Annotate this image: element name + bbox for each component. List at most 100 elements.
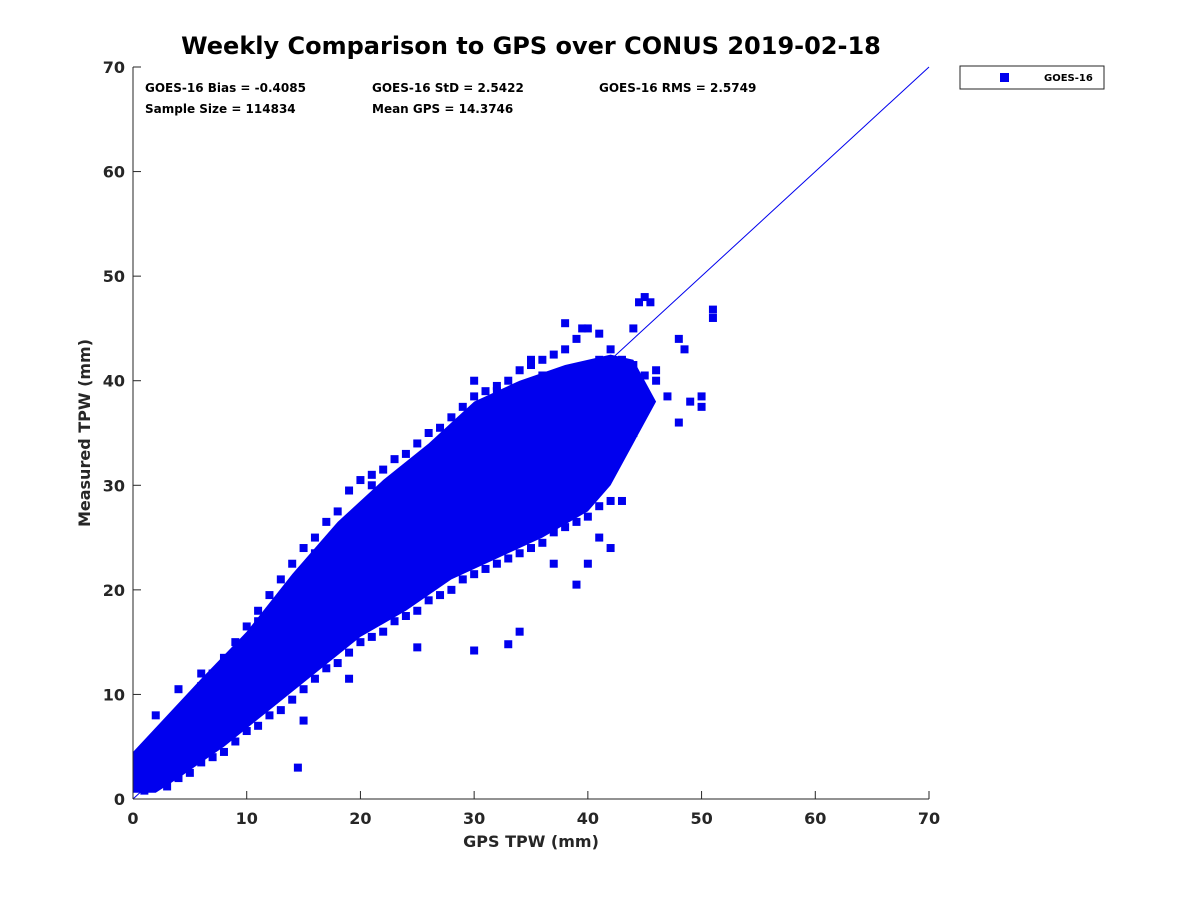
data-point <box>379 575 388 584</box>
data-point <box>492 559 501 568</box>
data-point <box>333 612 342 620</box>
data-point <box>276 575 285 584</box>
data-point <box>617 496 626 505</box>
data-point <box>413 643 422 652</box>
y-tick-label: 40 <box>103 372 125 391</box>
data-point <box>561 381 570 390</box>
data-point <box>197 758 206 767</box>
data-point <box>367 580 376 589</box>
data-point <box>322 664 331 673</box>
data-point <box>197 669 206 678</box>
y-tick-label: 20 <box>103 581 125 600</box>
data-point <box>367 470 376 479</box>
data-point <box>583 361 592 370</box>
data-point <box>390 455 399 464</box>
data-points <box>133 293 717 795</box>
data-point <box>276 596 285 605</box>
data-point <box>447 585 456 594</box>
data-point <box>538 423 547 432</box>
data-point <box>413 439 422 448</box>
data-point <box>572 397 581 406</box>
data-point <box>310 549 319 558</box>
data-point <box>276 664 285 673</box>
data-point <box>379 465 388 474</box>
dense-point-cloud <box>133 354 657 793</box>
data-point <box>174 685 183 694</box>
x-tick-label: 30 <box>463 809 485 828</box>
data-point <box>356 570 365 579</box>
x-tick-label: 70 <box>918 809 940 828</box>
data-point <box>265 679 274 688</box>
data-point <box>680 345 689 354</box>
data-point <box>390 538 399 547</box>
data-point <box>163 719 172 728</box>
data-point <box>185 695 194 704</box>
data-point <box>401 528 410 537</box>
data-point <box>652 366 661 375</box>
data-point <box>219 716 228 725</box>
data-point <box>527 544 535 553</box>
data-point <box>254 617 263 626</box>
data-point <box>231 638 240 647</box>
data-point <box>583 381 592 390</box>
data-point <box>652 376 661 385</box>
data-point <box>379 627 388 636</box>
data-point <box>174 774 183 783</box>
data-point <box>572 580 581 589</box>
data-point <box>578 324 587 333</box>
data-point <box>265 653 274 662</box>
data-point <box>595 355 604 364</box>
data-point <box>572 334 581 343</box>
data-point <box>595 533 604 542</box>
data-point <box>640 397 649 406</box>
data-point <box>640 371 649 380</box>
y-tick-label: 60 <box>103 163 125 182</box>
data-point <box>174 742 183 751</box>
y-tick-label: 50 <box>103 267 125 286</box>
data-point <box>436 591 445 600</box>
data-point <box>345 580 354 589</box>
data-point <box>481 523 490 532</box>
data-point <box>458 496 467 505</box>
data-point <box>345 601 354 610</box>
data-point <box>163 753 172 762</box>
data-point <box>504 554 513 563</box>
data-point <box>367 481 376 490</box>
data-point <box>436 423 445 432</box>
data-point <box>527 413 535 422</box>
stat-sample-size: Sample Size = 114834 <box>145 102 296 116</box>
data-point <box>151 734 160 743</box>
data-point <box>390 559 399 568</box>
data-point <box>572 517 581 526</box>
data-point <box>208 753 217 762</box>
one-to-one-line <box>132 66 930 800</box>
data-point <box>288 632 297 641</box>
data-point <box>447 413 456 422</box>
data-point <box>288 695 297 704</box>
data-point <box>322 622 331 631</box>
data-point <box>299 716 308 725</box>
data-point <box>606 361 615 370</box>
data-point <box>134 779 143 788</box>
data-point <box>635 298 644 307</box>
data-point <box>492 387 501 396</box>
data-point <box>163 771 172 780</box>
data-point <box>401 612 410 620</box>
stat-std: GOES-16 StD = 2.5422 <box>372 81 524 95</box>
data-point <box>185 768 194 777</box>
data-point <box>208 727 217 736</box>
data-point <box>515 444 524 453</box>
data-point <box>583 559 592 568</box>
data-point <box>254 664 263 673</box>
data-point <box>617 355 626 364</box>
y-tick-label: 70 <box>103 58 125 77</box>
legend-box <box>959 65 1105 90</box>
data-point <box>413 606 422 615</box>
chart-title: Weekly Comparison to GPS over CONUS 2019… <box>181 32 881 60</box>
data-point <box>458 476 467 485</box>
data-point <box>299 544 308 553</box>
data-point <box>481 455 490 464</box>
data-point <box>333 591 342 600</box>
data-point <box>219 653 228 662</box>
data-point <box>345 648 354 657</box>
